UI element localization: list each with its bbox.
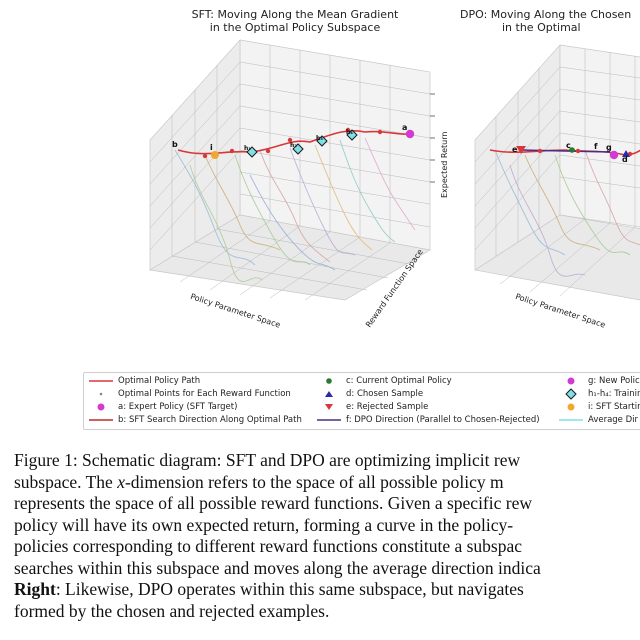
right-3d-plot: e c f g d <box>474 44 640 301</box>
svg-text:e: e <box>512 145 518 154</box>
figure-plots: b i h₁ h₂ h₃ h₄ a <box>149 39 640 301</box>
caption-line: Figure 1: Schematic diagram: SFT and DPO… <box>14 450 521 470</box>
legend-item: e: Rejected Sample <box>316 401 428 413</box>
legend-item: h₁-h₄: Trainin <box>558 388 640 400</box>
legend-item: f: DPO Direction (Parallel to Chosen-Rej… <box>316 414 540 426</box>
legend-item: g: New Polic <box>558 375 640 387</box>
cyan-line-icon <box>558 414 584 426</box>
svg-text:h₂: h₂ <box>290 142 297 149</box>
caption-line: represents the space of all possible rew… <box>14 493 533 513</box>
svg-text:f: f <box>594 142 598 151</box>
magenta-dot-icon <box>88 401 114 413</box>
svg-text:g: g <box>606 143 612 152</box>
legend-item: Optimal Policy Path <box>88 375 200 387</box>
magenta-dot-icon <box>558 375 584 387</box>
red-line-icon <box>88 375 114 387</box>
svg-text:h₃: h₃ <box>316 135 323 142</box>
svg-text:h₄: h₄ <box>346 129 353 136</box>
legend-item: a: Expert Policy (SFT Target) <box>88 401 237 413</box>
right-reward-curves <box>494 149 640 277</box>
left-back-wall <box>239 39 431 251</box>
small-dot-icon <box>88 388 114 400</box>
caption-line: Right: Likewise, DPO operates within thi… <box>14 579 524 599</box>
figure-area: SFT: Moving Along the Mean Gradient in t… <box>83 8 640 430</box>
right-back-wall <box>559 44 640 228</box>
green-dot-icon <box>316 375 342 387</box>
figure-caption: Figure 1: Schematic diagram: SFT and DPO… <box>14 450 640 622</box>
left-panel-title: SFT: Moving Along the Mean Gradient in t… <box>191 8 399 34</box>
right-new-policy-g <box>609 150 619 160</box>
svg-text:h₁: h₁ <box>244 145 251 152</box>
cyan-diamond-icon <box>558 388 584 400</box>
left-grid-lines <box>149 45 431 301</box>
caption-line: subspace. The x-dimension refers to the … <box>14 471 504 492</box>
legend-item: Average Dir <box>558 414 638 426</box>
legend-item: d: Chosen Sample <box>316 388 423 400</box>
left-start-point-i <box>211 151 219 159</box>
orange-dot-icon <box>558 401 584 413</box>
svg-text:i: i <box>210 143 213 152</box>
left-floor <box>149 214 431 301</box>
legend-item: Optimal Points for Each Reward Function <box>88 388 291 400</box>
right-rejected-sample-e <box>516 146 526 154</box>
caption-line: policies corresponding to different rewa… <box>14 536 523 556</box>
left-3d-plot: b i h₁ h₂ h₃ h₄ a <box>149 39 435 301</box>
right-floor <box>474 214 640 301</box>
right-chosen-sample-d <box>622 150 630 157</box>
red-triangle-icon <box>316 401 342 413</box>
left-reward-curves <box>174 137 416 282</box>
svg-text:a: a <box>402 123 407 132</box>
red-line-icon <box>88 414 114 426</box>
legend-item: i: SFT Startin <box>558 401 640 413</box>
left-point-labels: b i h₁ h₂ h₃ h₄ a <box>172 123 407 152</box>
figure-legend: Optimal Policy Path Optimal Points for E… <box>83 372 640 430</box>
right-grid-lines <box>474 49 640 297</box>
svg-text:d: d <box>622 155 628 164</box>
svg-text:c: c <box>566 141 571 150</box>
caption-line: formed by the chosen and rejected exampl… <box>14 600 330 621</box>
left-expert-point-a <box>405 129 415 139</box>
svg-text:b: b <box>172 140 178 149</box>
right-dpo-direction <box>519 149 611 153</box>
left-axis-return-label: Expected Return <box>440 131 449 198</box>
caption-line: policy will have its own expected return… <box>14 514 514 535</box>
legend-item: b: SFT Search Direction Along Optimal Pa… <box>88 414 302 426</box>
legend-item: c: Current Optimal Policy <box>316 375 452 387</box>
caption-line: searches within this subspace and moves … <box>14 557 541 578</box>
right-panel-title: DPO: Moving Along the Chosen in the Opti… <box>460 8 632 34</box>
right-point-labels: e c f g d <box>512 141 628 164</box>
purple-line-icon <box>316 414 342 426</box>
right-current-policy-c <box>569 147 575 153</box>
left-z-ticks <box>430 93 435 183</box>
left-diamonds <box>246 129 358 158</box>
blue-triangle-icon <box>316 388 342 400</box>
